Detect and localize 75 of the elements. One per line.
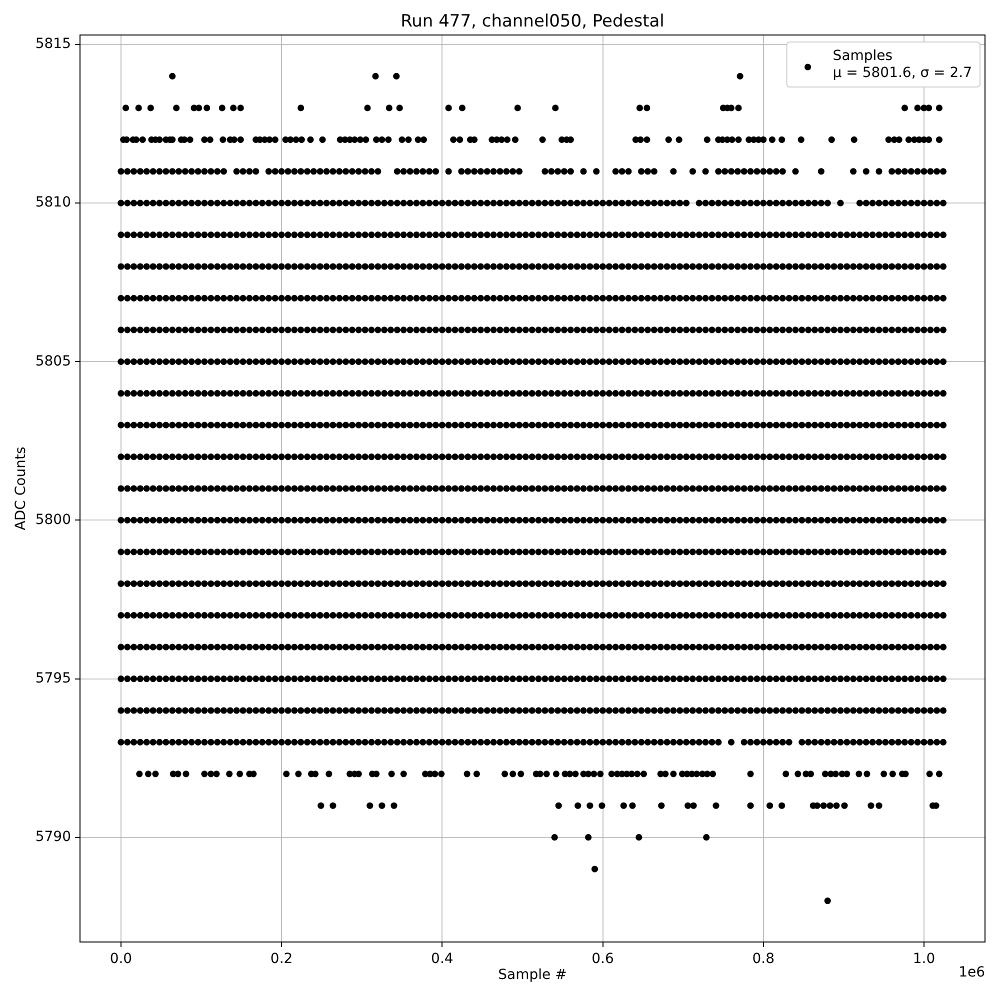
x-tick-label: 1.0 [912, 951, 936, 968]
y-axis-title: ADC Counts [13, 446, 30, 530]
point [591, 866, 598, 872]
point [364, 104, 371, 112]
y-tick-label: 5800 [35, 512, 71, 528]
text: 1e6 [958, 964, 986, 981]
point [824, 897, 831, 904]
point [551, 834, 558, 841]
point [644, 104, 650, 112]
point [636, 834, 642, 841]
point [629, 802, 636, 809]
point [147, 104, 154, 112]
point [690, 802, 697, 809]
point [766, 802, 774, 809]
point [925, 104, 932, 112]
point [684, 802, 692, 809]
point [586, 802, 594, 809]
chart-title: Run 477, channel050, Pedestal [400, 11, 664, 32]
point [458, 104, 466, 112]
point [658, 802, 665, 809]
point [390, 802, 398, 809]
point [841, 802, 848, 809]
x-tick-label: 0.2 [270, 951, 293, 968]
point [386, 104, 392, 112]
point [585, 834, 592, 841]
point [868, 802, 874, 809]
x-tick-label: 0.4 [431, 951, 454, 968]
y-tick-label: 5815 [35, 36, 71, 52]
point [876, 802, 882, 809]
point [396, 104, 403, 112]
point [445, 104, 452, 112]
x-tick-label: 0.8 [752, 951, 774, 968]
point [552, 104, 559, 112]
y-tick-label: 5810 [35, 194, 71, 211]
point [555, 802, 562, 809]
x-tick-label: 0.6 [592, 951, 614, 968]
point [736, 72, 744, 80]
point [936, 104, 943, 112]
point [393, 72, 400, 80]
point [712, 802, 720, 809]
point [169, 72, 176, 80]
point [237, 104, 244, 112]
point [366, 802, 374, 809]
point [901, 104, 908, 112]
point [620, 802, 627, 809]
point [318, 802, 324, 809]
y-tick-label: 5795 [35, 670, 71, 686]
point [230, 104, 237, 112]
point [820, 802, 827, 809]
point [636, 104, 644, 112]
point [122, 104, 130, 112]
point [833, 802, 840, 809]
point [747, 802, 754, 809]
point [778, 802, 786, 809]
point [378, 802, 386, 809]
legend-label: Samples μ = 5801.6, σ = 2.7 [832, 48, 972, 82]
y-tick-label: 5790 [35, 828, 71, 845]
point [372, 72, 379, 80]
x-tick-label: 0.0 [110, 951, 132, 968]
point [574, 802, 582, 809]
y-tick-label: 5805 [35, 353, 71, 370]
point [735, 104, 742, 112]
point [196, 104, 202, 112]
point [914, 104, 921, 112]
point [330, 802, 336, 809]
point [218, 104, 226, 112]
point [598, 802, 606, 809]
point [204, 104, 210, 112]
point [703, 834, 710, 841]
point [514, 104, 521, 112]
point [135, 104, 142, 112]
point [173, 104, 180, 112]
point [826, 802, 834, 809]
point [298, 104, 304, 112]
x-axis-title: Sample # [498, 967, 567, 984]
